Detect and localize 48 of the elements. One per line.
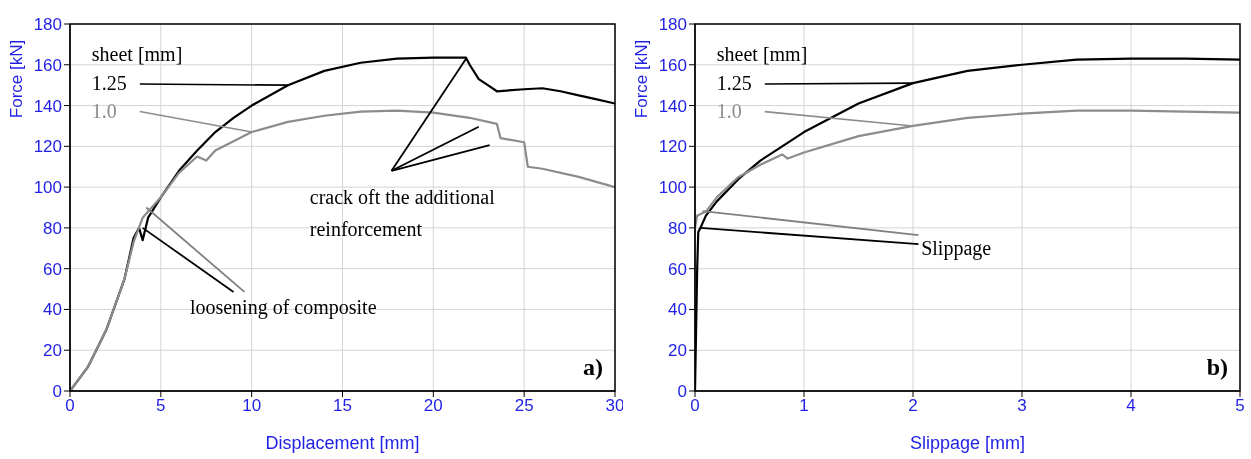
x-tick-label: 25 xyxy=(514,396,534,416)
text: 1.0 xyxy=(716,99,742,122)
annotation: b) xyxy=(1206,354,1228,380)
y-tick-label: 140 xyxy=(658,96,687,116)
x-tick-label: 1 xyxy=(799,396,809,416)
x-tick-label: 10 xyxy=(242,396,262,416)
annotation: crack oft the additional reinforcement xyxy=(309,185,496,240)
x-tick-label: 3 xyxy=(1017,396,1027,416)
x-axis-title: Displacement [mm] xyxy=(265,433,420,453)
x-tick-label: 20 xyxy=(423,396,443,416)
y-tick-label: 120 xyxy=(33,137,62,157)
y-axis-title: Force [kN] xyxy=(7,39,26,119)
y-tick-label: 0 xyxy=(677,382,687,402)
y-tick-label: 20 xyxy=(668,341,687,361)
y-tick-label: 180 xyxy=(33,15,62,35)
annotation: a) xyxy=(583,354,603,380)
text: 1.0 xyxy=(91,99,117,122)
x-tick-label: 2 xyxy=(908,396,918,416)
text: 1.25 xyxy=(716,72,752,95)
y-tick-label: 80 xyxy=(668,218,687,238)
y-tick-label: 80 xyxy=(43,218,62,238)
x-tick-label: 30 xyxy=(605,396,625,416)
x-tick-label: 0 xyxy=(690,396,700,416)
y-tick-label: 60 xyxy=(43,259,62,279)
y-tick-label: 0 xyxy=(52,382,62,402)
y-tick-label: 160 xyxy=(658,55,687,75)
y-tick-label: 100 xyxy=(33,178,62,198)
x-tick-label: 4 xyxy=(1126,396,1136,416)
y-tick-label: 120 xyxy=(658,137,687,157)
y-tick-label: 60 xyxy=(668,259,687,279)
x-tick-label: 0 xyxy=(65,396,75,416)
y-tick-label: 140 xyxy=(33,96,62,116)
text: 1.25 xyxy=(91,72,127,95)
y-tick-label: 40 xyxy=(43,300,62,320)
y-tick-label: 160 xyxy=(33,55,62,75)
legend-title: sheet [mm] xyxy=(716,42,808,65)
x-axis-title: Slippage [mm] xyxy=(909,433,1026,453)
y-tick-label: 40 xyxy=(668,300,687,320)
x-tick-label: 5 xyxy=(156,396,166,416)
y-tick-label: 180 xyxy=(658,15,687,35)
annotation: Slippage xyxy=(921,237,992,261)
y-axis-title: Force [kN] xyxy=(632,39,651,119)
y-tick-label: 100 xyxy=(658,178,687,198)
x-tick-label: 15 xyxy=(333,396,352,416)
y-tick-label: 20 xyxy=(43,341,62,361)
x-tick-label: 5 xyxy=(1235,396,1245,416)
legend-title: sheet [mm] xyxy=(91,42,183,65)
annotation: loosening of composite xyxy=(189,295,377,319)
